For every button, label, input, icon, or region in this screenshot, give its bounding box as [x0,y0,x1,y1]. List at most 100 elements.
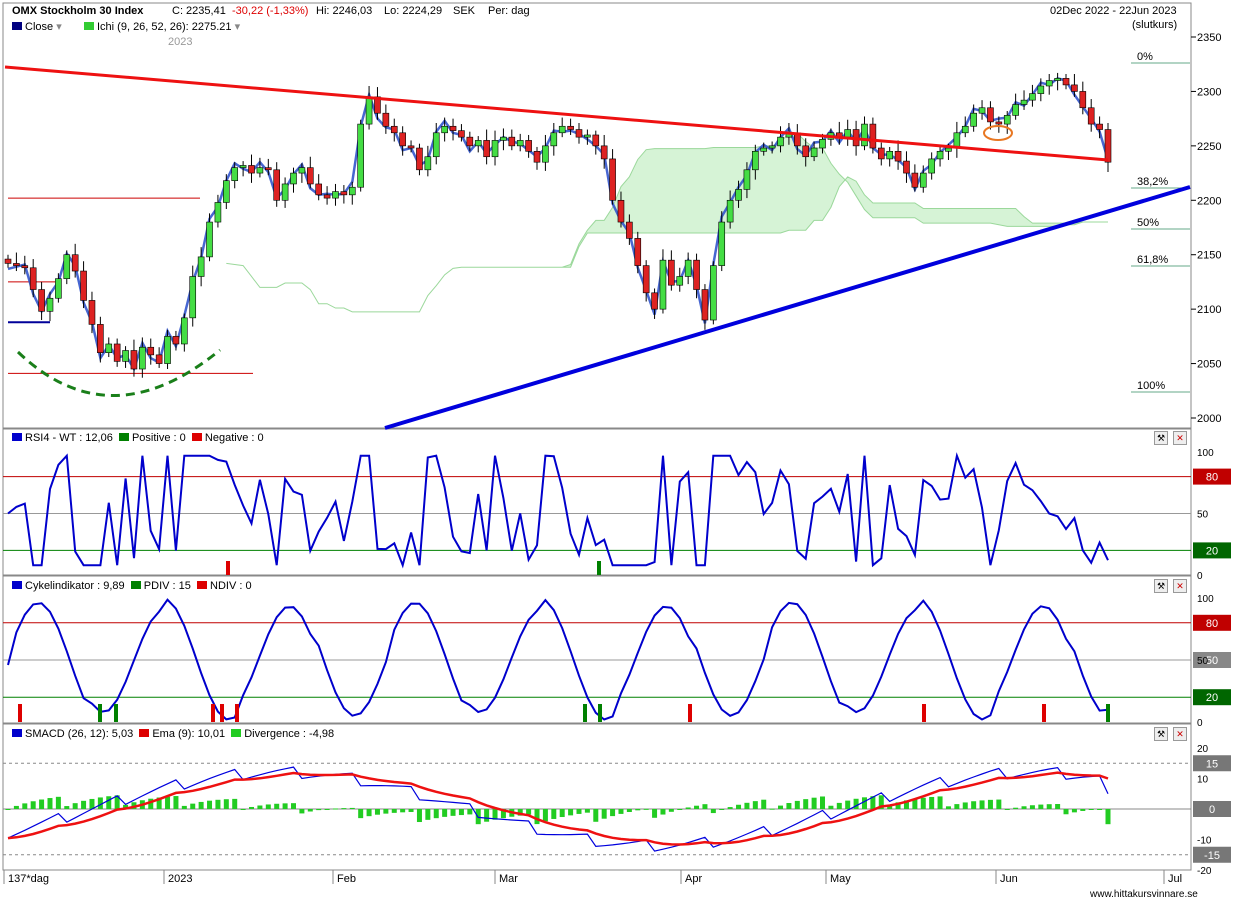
divergence-bar [89,798,95,809]
candle-body [659,259,667,310]
candle-body [1079,91,1087,109]
pdiv-bar [583,704,587,722]
candle-body [122,350,129,362]
candle-body [365,96,373,125]
candle-body [181,317,188,345]
high-value: Hi: 2246,03 [316,5,373,17]
divergence-bar [576,809,582,814]
candle-body [1020,99,1028,105]
macd-0-text: 0 [1209,804,1215,816]
macd-settings-icon[interactable]: ⚒ [1154,727,1168,741]
divergence-bar [442,809,448,817]
price-panel: 0% 38,2% 50% 61,8% 100% [4,51,1191,430]
divergence-bar [610,809,616,817]
candle-body [483,140,490,158]
candle-body [928,158,935,174]
candle-body [877,147,885,160]
divergence-bar [1063,809,1069,815]
divergence-bar [81,800,87,809]
candle-body [542,145,549,163]
divergence-bar [551,809,557,819]
candle-body [97,324,104,353]
candle-body [1096,123,1103,130]
divergence-bar [257,805,263,809]
divergence-bar [156,797,162,809]
divergence-bar [240,808,246,810]
divergence-bar [500,809,506,819]
divergence-bar [962,802,968,809]
dropdown-icon[interactable]: ▾ [234,21,241,33]
divergence-bar [979,800,985,809]
cycle-settings-icon[interactable]: ⚒ [1154,579,1168,593]
fib-label: 0% [1137,51,1153,63]
cycle-axis-label: 100 [1197,594,1214,605]
candle-body [1071,84,1078,92]
candle-body [239,165,247,168]
macd-close-icon[interactable]: ✕ [1173,727,1187,741]
rsi-80-box [1193,468,1231,485]
legend-close[interactable]: Close ▾ [12,20,62,33]
candle-body [197,256,205,277]
divergence-bar [996,799,1002,809]
divergence-bar [484,809,490,822]
rsi-settings-icon[interactable]: ⚒ [1154,431,1168,445]
candle-body [155,354,163,364]
divergence-bar [1105,809,1111,825]
candle-body [357,123,364,188]
divergence-bar [1046,804,1052,809]
divergence-bar [47,798,53,809]
source-credit[interactable]: www.hittakursvinnare.se [1090,889,1198,900]
fib-label: 50% [1137,217,1159,229]
candle-body [609,158,616,201]
rsi-negative-bar [226,561,230,575]
candle-body [903,160,910,174]
divergence-bar [198,801,204,809]
candle-body [38,289,45,312]
cycle-panel-frame [2,575,1192,724]
divergence-bar [341,808,347,810]
x-tick-label: 137*dag [8,873,49,885]
candle-body [206,221,213,258]
divergence-bar [55,796,61,809]
ichi-swatch-icon [84,22,94,30]
divergence-bar [458,809,464,816]
divergence-bar [929,796,935,809]
candle-body [978,107,986,114]
candle-body [306,167,314,185]
divergence-bar [316,809,322,811]
dropdown-icon[interactable]: ▾ [56,21,62,33]
x-tick-label: Jun [1000,873,1018,885]
legend-ichi[interactable]: Ichi (9, 26, 52, 26): 2275.21 ▾ [84,20,240,33]
divergence-bar [366,809,372,817]
candle-body [550,132,558,147]
candle-body [231,167,239,181]
candle-body [71,254,79,272]
divergence-bar [332,808,338,810]
divergence-bar [265,804,271,809]
candle-body [592,134,600,147]
candle-body [676,276,684,286]
candle-body [1012,104,1019,116]
divergence-bar [232,798,238,809]
divergence-bar [324,809,330,810]
candle-body [752,151,759,171]
candle-body [919,172,927,188]
divergence-bar [778,805,784,809]
x-tick-label: Apr [685,873,702,885]
divergence-bar [568,809,574,816]
rsi-close-icon[interactable]: ✕ [1173,431,1187,445]
divergence-bar [1080,809,1086,811]
divergence-bar [820,796,826,809]
candle-body [416,147,423,171]
divergence-bar [786,803,792,809]
candle-body [1104,129,1112,163]
macd-minus15-text: -15 [1204,850,1220,862]
candle-body [214,202,222,223]
ndiv-bar [1042,704,1046,722]
cycle-close-icon[interactable]: ✕ [1173,579,1187,593]
candle-body [936,151,944,160]
candle-body [626,221,633,239]
candle-body [525,140,532,152]
ema-line [7,771,1109,846]
divergence-bar [148,798,154,809]
